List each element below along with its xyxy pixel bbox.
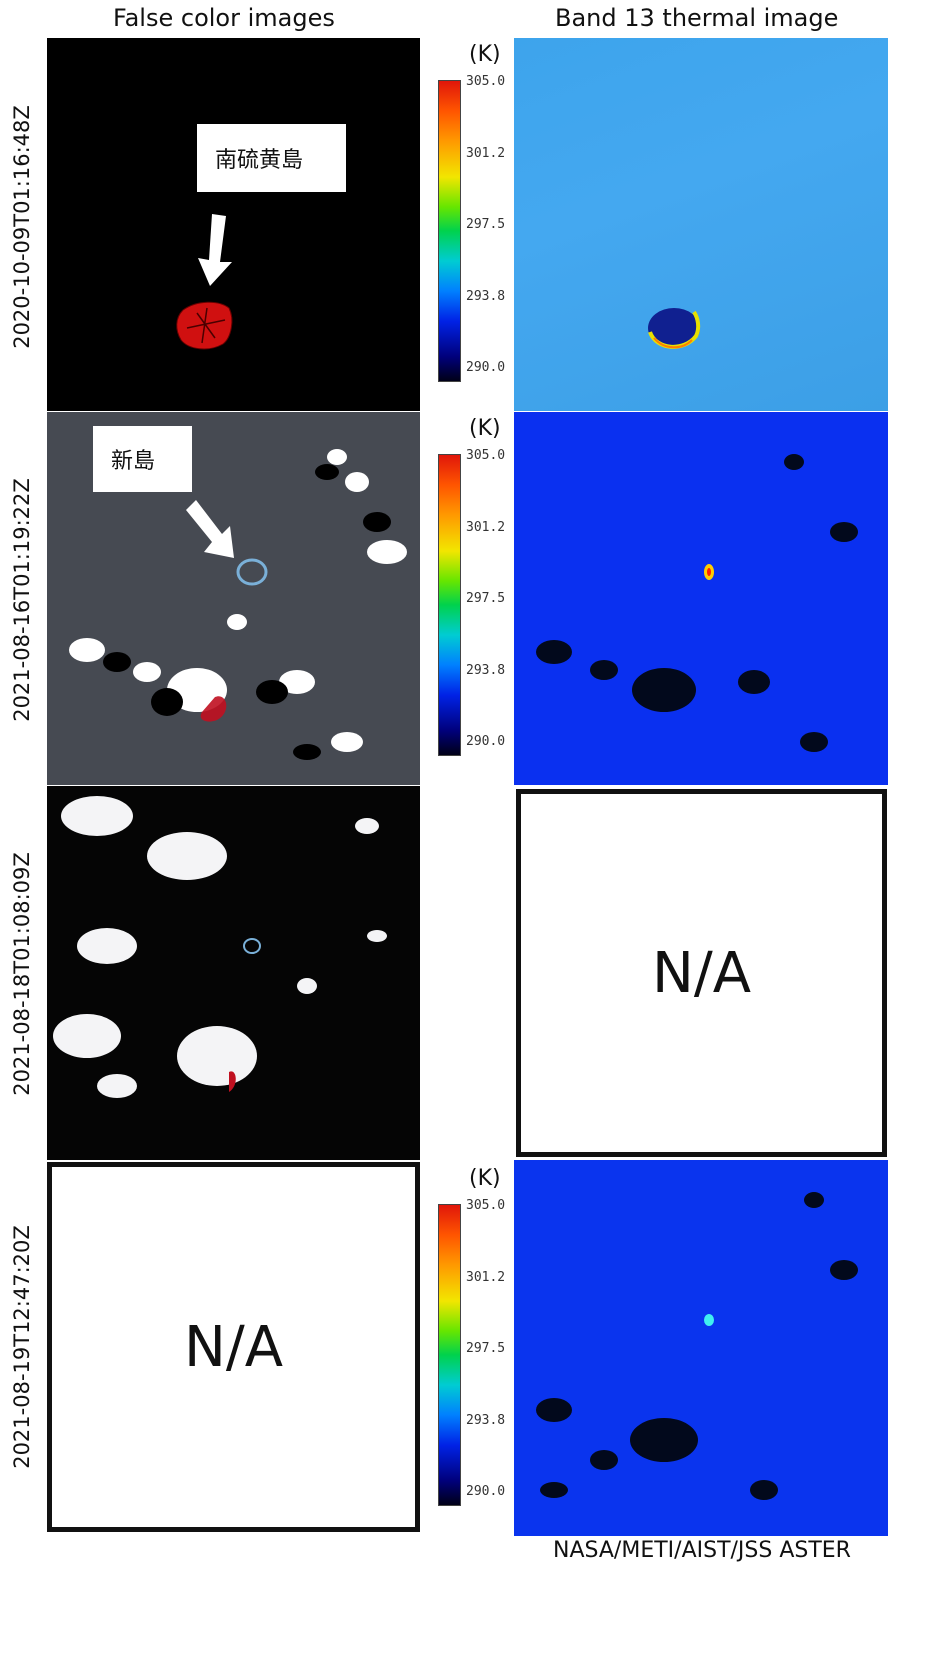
na-label: N/A (651, 940, 752, 1006)
colorbar-tick: 297.5 (466, 217, 506, 232)
thermal-hotspot-4 (536, 1192, 858, 1500)
colorbar-tick: 293.8 (466, 1413, 506, 1428)
thermal-hotspot-1 (648, 308, 701, 349)
row-timestamp-3: 2021-08-18T01:08:09Z (10, 852, 34, 1096)
na-label: N/A (183, 1314, 284, 1380)
colorbar-unit: (K) (469, 1166, 501, 1191)
false-color-image-3 (47, 786, 420, 1160)
clouds-shape-3 (53, 796, 387, 1098)
colorbar-tick: 290.0 (466, 1484, 506, 1499)
row-timestamp-4: 2021-08-19T12:47:20Z (10, 1225, 34, 1469)
clouds-shape-2 (69, 449, 407, 760)
colorbar-tick: 293.8 (466, 289, 506, 304)
image-credit: NASA/METI/AIST/JSS ASTER (553, 1538, 851, 1563)
colorbar-tick: 293.8 (466, 663, 506, 678)
callout-island-1: 南硫黄島 (197, 124, 346, 192)
island-shape-1 (176, 301, 233, 350)
colorbar-tick: 301.2 (466, 146, 506, 161)
colorbar-tick: 297.5 (466, 591, 506, 606)
thermal-image-3-unavailable: N/A (516, 789, 887, 1157)
thermal-image-4 (514, 1160, 888, 1536)
colorbar (438, 1204, 461, 1506)
colorbar-tick: 301.2 (466, 1270, 506, 1285)
row-timestamp-2: 2021-08-16T01:19:22Z (10, 478, 34, 722)
thermal-image-1 (514, 38, 888, 411)
false-color-image-2 (47, 412, 420, 785)
colorbar-tick: 305.0 (466, 74, 506, 89)
false-color-image-4-unavailable: N/A (47, 1162, 420, 1532)
thermal-image-2 (514, 412, 888, 785)
callout-island-2: 新島 (93, 426, 192, 492)
colorbar-tick: 290.0 (466, 734, 506, 749)
arrow-icon (198, 214, 232, 286)
left-column-header: False color images (113, 4, 335, 32)
colorbar-unit: (K) (469, 416, 501, 441)
colorbar-unit: (K) (469, 42, 501, 67)
colorbar-tick: 305.0 (466, 1198, 506, 1213)
thermal-hotspot-2 (536, 454, 858, 752)
right-column-header: Band 13 thermal image (555, 4, 839, 32)
colorbar-tick: 301.2 (466, 520, 506, 535)
row-timestamp-1: 2020-10-09T01:16:48Z (10, 105, 34, 349)
colorbar (438, 454, 461, 756)
false-color-image-1 (47, 38, 420, 411)
colorbar-tick: 290.0 (466, 360, 506, 375)
colorbar (438, 80, 461, 382)
colorbar-tick: 305.0 (466, 448, 506, 463)
arrow-icon (186, 500, 234, 558)
colorbar-tick: 297.5 (466, 1341, 506, 1356)
